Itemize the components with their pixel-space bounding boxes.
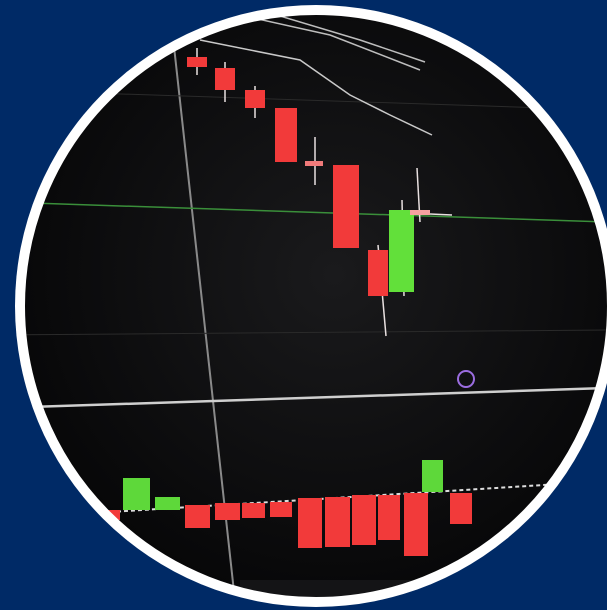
icon [457,370,475,388]
grid-line [24,329,607,336]
histogram-bar [325,497,350,547]
candle [333,165,359,248]
candle [187,57,207,67]
histogram-bar [378,495,400,540]
candle [410,210,430,215]
histogram-bar [298,498,322,548]
candle [215,68,235,90]
white-line [24,386,607,410]
histogram-bar [422,460,443,492]
green-line [24,201,607,223]
ma-line [199,39,433,136]
circle-inner-edge [23,13,607,599]
histogram-bar [215,503,240,520]
histogram-bar [352,495,376,545]
candle [368,250,388,296]
histogram-bar [404,493,428,556]
candle [305,161,323,166]
candle [275,108,297,162]
histogram-bar [270,502,292,517]
histogram-bar [185,505,210,528]
candle [245,90,265,108]
histogram-bar [123,478,150,510]
histogram-bar [155,497,180,510]
histogram-bar [242,503,265,518]
wick [429,213,453,216]
histogram-bar [450,493,472,524]
candle [389,210,414,292]
ma-line [239,14,421,71]
ma-line [259,14,426,63]
